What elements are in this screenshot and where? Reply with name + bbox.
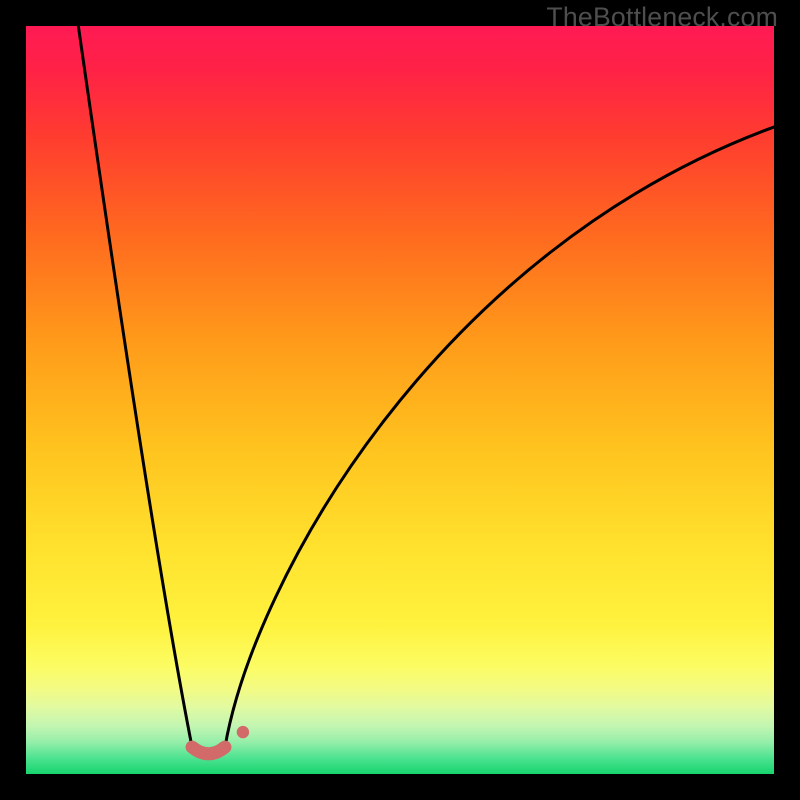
curve-left-branch <box>78 26 192 747</box>
watermark-text: TheBottleneck.com <box>546 2 778 33</box>
bottom-u-marker <box>192 747 225 754</box>
curve-right-branch <box>225 127 774 747</box>
outer-frame <box>26 26 774 774</box>
side-dot-marker <box>237 726 249 738</box>
plot-area <box>26 26 774 774</box>
bottleneck-curve-svg <box>26 26 774 774</box>
